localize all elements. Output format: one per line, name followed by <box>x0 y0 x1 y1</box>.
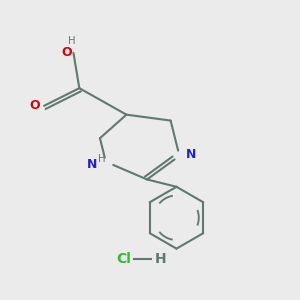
Text: O: O <box>29 99 40 112</box>
Text: N: N <box>186 148 196 161</box>
Text: N: N <box>87 158 98 171</box>
Text: H: H <box>68 36 76 46</box>
Text: H: H <box>98 154 106 164</box>
Text: H: H <box>154 252 166 266</box>
Text: Cl: Cl <box>116 252 131 266</box>
Text: O: O <box>61 46 72 59</box>
